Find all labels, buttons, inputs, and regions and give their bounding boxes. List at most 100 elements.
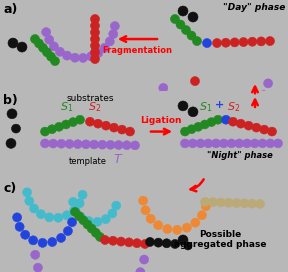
Circle shape	[86, 117, 94, 126]
Text: Possible
aggregated phase: Possible aggregated phase	[174, 230, 266, 249]
Circle shape	[162, 239, 171, 248]
Circle shape	[117, 237, 126, 246]
Circle shape	[266, 36, 274, 45]
Circle shape	[181, 139, 190, 148]
Circle shape	[268, 127, 276, 136]
Circle shape	[258, 139, 267, 148]
Circle shape	[194, 117, 203, 126]
Circle shape	[252, 123, 261, 132]
Circle shape	[33, 263, 42, 272]
Circle shape	[41, 139, 50, 148]
Circle shape	[6, 138, 16, 148]
Circle shape	[163, 224, 172, 234]
Circle shape	[13, 213, 22, 222]
Circle shape	[87, 224, 96, 233]
Text: T: T	[113, 153, 121, 166]
Circle shape	[54, 122, 63, 131]
Circle shape	[164, 95, 173, 104]
Circle shape	[132, 239, 141, 248]
Circle shape	[274, 139, 283, 148]
Circle shape	[230, 38, 239, 47]
Circle shape	[187, 125, 196, 134]
Circle shape	[207, 118, 216, 126]
Text: substrates: substrates	[66, 94, 114, 103]
Circle shape	[154, 238, 163, 247]
Circle shape	[79, 53, 88, 63]
Circle shape	[75, 212, 84, 221]
Circle shape	[178, 235, 188, 245]
Circle shape	[25, 196, 34, 206]
Circle shape	[41, 127, 50, 136]
Circle shape	[65, 140, 74, 148]
Circle shape	[242, 139, 251, 148]
Text: a): a)	[3, 3, 17, 16]
Circle shape	[93, 217, 102, 226]
Text: template: template	[69, 157, 107, 166]
Circle shape	[70, 206, 79, 215]
Circle shape	[118, 125, 126, 134]
Circle shape	[31, 35, 39, 44]
Circle shape	[39, 43, 48, 52]
Circle shape	[62, 211, 71, 220]
Circle shape	[124, 238, 134, 247]
Circle shape	[48, 125, 56, 134]
Circle shape	[82, 140, 90, 149]
Circle shape	[228, 117, 238, 126]
Circle shape	[139, 196, 148, 205]
Circle shape	[219, 139, 228, 148]
Circle shape	[159, 84, 168, 92]
Text: Ligation: Ligation	[140, 116, 182, 125]
Circle shape	[62, 51, 72, 60]
Circle shape	[183, 112, 192, 121]
Circle shape	[90, 41, 99, 50]
Circle shape	[221, 115, 230, 124]
Circle shape	[224, 198, 233, 207]
Circle shape	[63, 227, 73, 236]
Circle shape	[7, 109, 17, 119]
Circle shape	[260, 125, 269, 134]
Circle shape	[108, 209, 117, 218]
Circle shape	[140, 255, 149, 264]
Circle shape	[96, 233, 105, 242]
Circle shape	[30, 204, 39, 213]
Circle shape	[90, 48, 99, 57]
Circle shape	[221, 38, 230, 47]
Circle shape	[145, 237, 154, 246]
Circle shape	[136, 268, 145, 272]
Circle shape	[45, 35, 54, 44]
Circle shape	[204, 139, 213, 148]
Circle shape	[178, 6, 188, 16]
Circle shape	[83, 220, 92, 229]
Circle shape	[77, 212, 86, 221]
Circle shape	[219, 119, 228, 128]
Circle shape	[45, 213, 54, 222]
Circle shape	[91, 228, 100, 237]
Circle shape	[266, 139, 275, 148]
Text: $S_2$: $S_2$	[228, 100, 240, 114]
Circle shape	[55, 47, 65, 56]
Circle shape	[176, 20, 185, 29]
Circle shape	[126, 127, 134, 136]
Circle shape	[206, 119, 216, 129]
Circle shape	[15, 222, 24, 231]
Circle shape	[90, 35, 99, 44]
Circle shape	[170, 239, 179, 248]
Circle shape	[22, 188, 32, 197]
Circle shape	[182, 223, 191, 232]
Circle shape	[250, 139, 259, 148]
Circle shape	[188, 139, 197, 148]
Circle shape	[109, 236, 118, 245]
Circle shape	[216, 198, 225, 207]
Circle shape	[84, 217, 93, 225]
Circle shape	[244, 121, 253, 130]
Circle shape	[146, 214, 155, 223]
Circle shape	[46, 52, 56, 61]
Circle shape	[259, 91, 268, 100]
Text: $S_2$: $S_2$	[88, 100, 102, 114]
Circle shape	[79, 216, 88, 225]
Circle shape	[71, 208, 79, 217]
Circle shape	[21, 230, 30, 239]
Circle shape	[181, 127, 190, 136]
Circle shape	[71, 53, 79, 62]
Circle shape	[62, 120, 71, 129]
